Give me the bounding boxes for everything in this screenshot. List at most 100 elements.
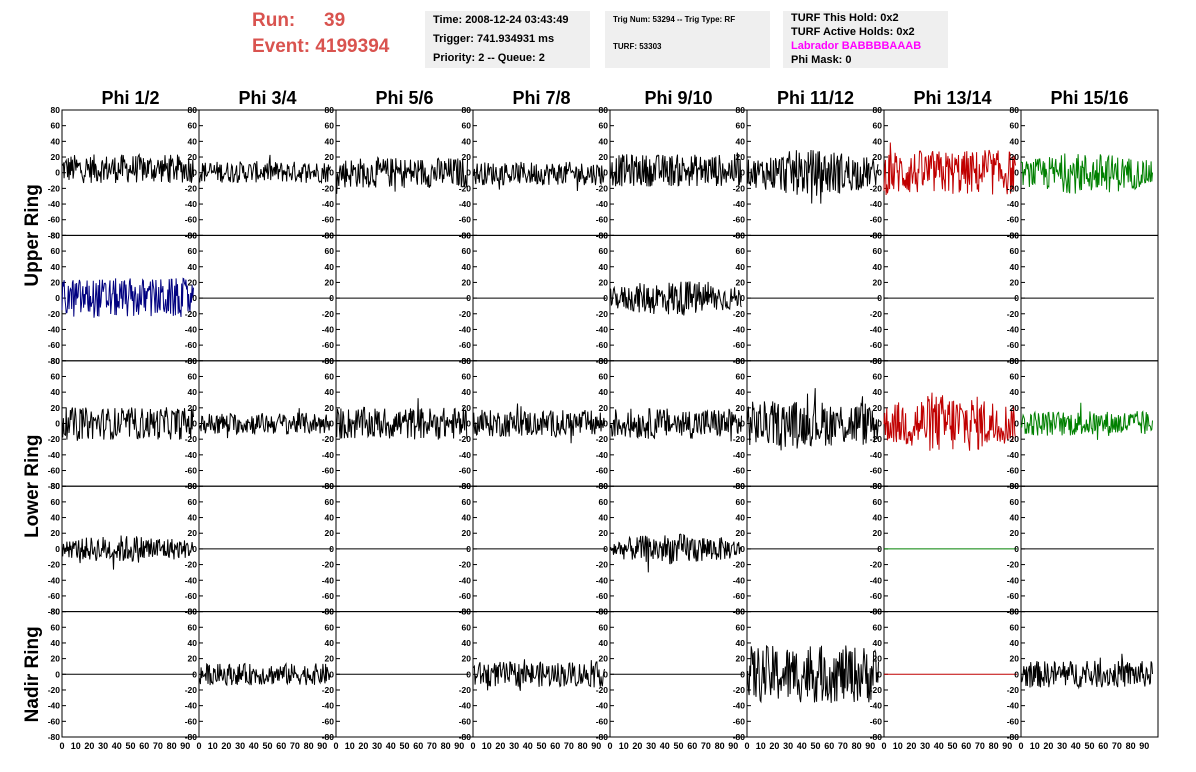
y-tick-label: 80 [1010, 105, 1020, 115]
y-tick-label: -60 [459, 340, 472, 350]
y-tick-label: -60 [185, 340, 198, 350]
y-tick-label: 80 [188, 356, 198, 366]
y-tick-label: 40 [188, 387, 198, 397]
y-tick-label: 60 [325, 497, 335, 507]
y-tick-label: -60 [322, 340, 335, 350]
y-tick-label: -40 [733, 575, 746, 585]
y-tick-label: 40 [462, 136, 472, 146]
y-tick-label: -20 [870, 685, 883, 695]
x-tick-label: 70 [701, 741, 711, 751]
y-tick-label: -60 [322, 466, 335, 476]
y-tick-label: -20 [322, 434, 335, 444]
panel-frame [746, 611, 885, 738]
y-tick-label: 20 [873, 654, 883, 664]
x-tick-label: 20 [495, 741, 505, 751]
x-tick-label: 90 [1139, 741, 1149, 751]
y-tick-label: 0 [466, 544, 471, 554]
x-tick-label: 90 [454, 741, 464, 751]
waveform-trace [609, 281, 742, 316]
y-tick-label: -80 [596, 732, 609, 742]
y-tick-label: -20 [185, 434, 198, 444]
y-tick-label: 0 [329, 544, 334, 554]
y-tick-label: -60 [185, 716, 198, 726]
y-tick-label: 40 [325, 262, 335, 272]
y-tick-label: 40 [599, 513, 609, 523]
y-tick-label: 60 [325, 246, 335, 256]
y-tick-label: 20 [873, 528, 883, 538]
y-tick-label: 40 [462, 513, 472, 523]
y-tick-label: 0 [192, 293, 197, 303]
y-tick-label: 0 [55, 293, 60, 303]
x-tick-label: 10 [71, 741, 81, 751]
y-tick-label: -20 [48, 183, 61, 193]
y-tick-label: 20 [599, 654, 609, 664]
y-tick-label: -40 [322, 575, 335, 585]
y-tick-label: 80 [599, 607, 609, 617]
x-tick-label: 10 [482, 741, 492, 751]
y-tick-label: 60 [599, 371, 609, 381]
x-tick-label: 50 [1084, 741, 1094, 751]
x-tick-label: 20 [1043, 741, 1053, 751]
y-tick-label: 60 [873, 371, 883, 381]
y-tick-label: -40 [322, 450, 335, 460]
y-tick-label: 0 [603, 168, 608, 178]
y-tick-label: -60 [48, 340, 61, 350]
y-tick-label: -80 [459, 732, 472, 742]
y-tick-label: 40 [51, 262, 61, 272]
y-tick-label: 40 [51, 136, 61, 146]
y-tick-label: 60 [51, 371, 61, 381]
y-tick-label: 20 [325, 654, 335, 664]
y-tick-label: 60 [188, 371, 198, 381]
y-tick-label: -20 [48, 685, 61, 695]
turf-hold-text: TURF This Hold: 0x2 [791, 12, 899, 24]
x-tick-label: 10 [756, 741, 766, 751]
y-tick-label: -80 [870, 732, 883, 742]
y-tick-label: -40 [459, 701, 472, 711]
y-tick-label: 0 [55, 168, 60, 178]
y-tick-label: -40 [870, 199, 883, 209]
x-tick-label: 10 [345, 741, 355, 751]
y-tick-label: -20 [1007, 434, 1020, 444]
x-tick-label: 60 [276, 741, 286, 751]
y-tick-label: 0 [466, 419, 471, 429]
x-tick-label: 50 [536, 741, 546, 751]
y-tick-label: 40 [325, 513, 335, 523]
y-tick-label: 80 [325, 105, 335, 115]
x-tick-label: 80 [441, 741, 451, 751]
y-tick-label: -60 [459, 716, 472, 726]
y-tick-label: 40 [1010, 262, 1020, 272]
y-tick-label: -20 [870, 309, 883, 319]
y-tick-label: -20 [596, 685, 609, 695]
column-title: Phi 11/12 [777, 88, 854, 108]
y-tick-label: 80 [462, 481, 472, 491]
y-tick-label: -80 [322, 732, 335, 742]
y-tick-label: 0 [329, 293, 334, 303]
y-tick-label: -80 [1007, 732, 1020, 742]
y-tick-label: 20 [325, 152, 335, 162]
x-tick-label: 90 [865, 741, 875, 751]
y-tick-label: -20 [870, 434, 883, 444]
y-tick-label: 60 [462, 622, 472, 632]
column-title: Phi 9/10 [644, 88, 712, 108]
y-tick-label: 20 [325, 528, 335, 538]
y-tick-label: 20 [188, 152, 198, 162]
y-tick-label: -60 [185, 591, 198, 601]
y-tick-label: -60 [733, 340, 746, 350]
x-tick-label: 20 [84, 741, 94, 751]
y-tick-label: -60 [870, 215, 883, 225]
y-tick-label: 40 [462, 262, 472, 272]
y-tick-label: -20 [596, 434, 609, 444]
x-tick-label: 80 [304, 741, 314, 751]
y-tick-label: 60 [462, 246, 472, 256]
x-tick-label: 30 [235, 741, 245, 751]
y-tick-label: 0 [740, 293, 745, 303]
y-tick-label: 80 [1010, 481, 1020, 491]
waveform-trace [746, 149, 879, 204]
y-tick-label: -60 [322, 591, 335, 601]
y-tick-label: 20 [51, 528, 61, 538]
y-tick-label: -40 [733, 324, 746, 334]
y-tick-label: 40 [736, 262, 746, 272]
x-tick-label: 30 [920, 741, 930, 751]
y-tick-label: 80 [462, 356, 472, 366]
phi-mask-text: Phi Mask: 0 [791, 54, 852, 66]
